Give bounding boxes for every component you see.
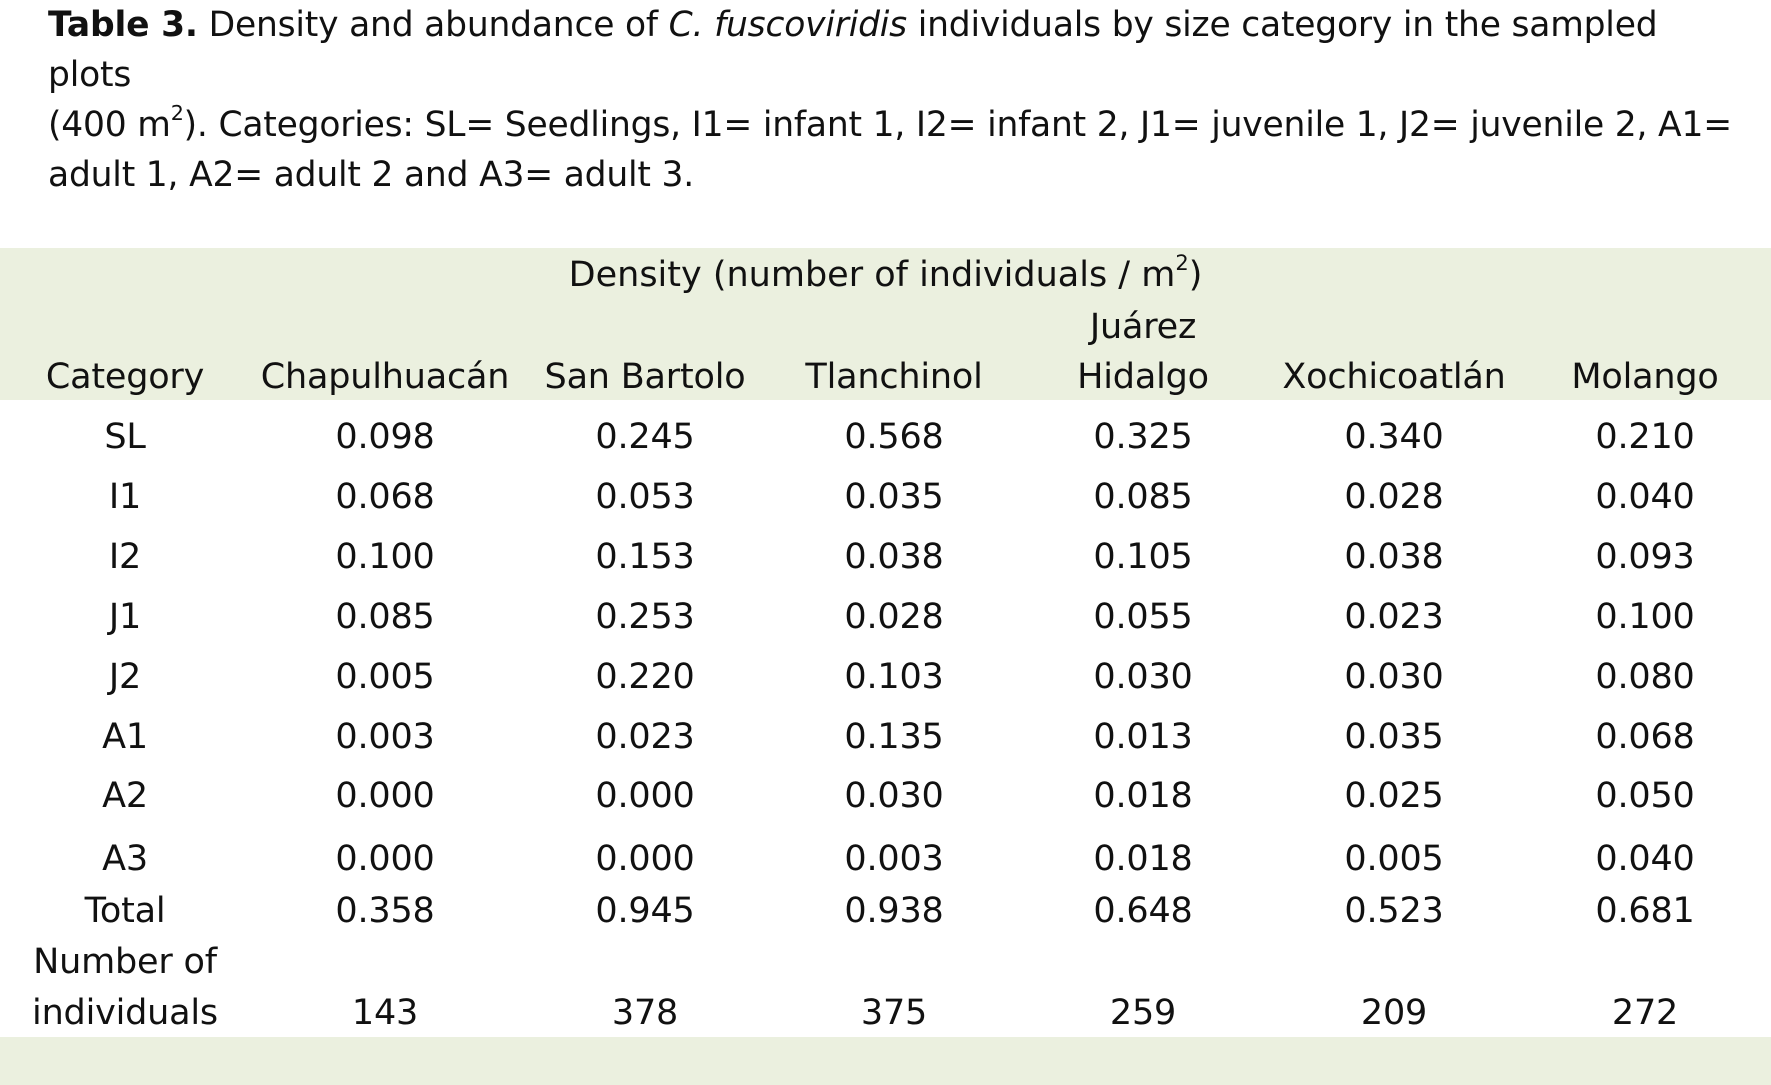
table-cell: 0.018 (1093, 776, 1193, 816)
table-cell: 0.210 (1595, 417, 1695, 457)
table-cell: 0.018 (1093, 839, 1193, 879)
table-cell: 0.085 (335, 597, 435, 637)
table-cell: 0.153 (595, 537, 695, 577)
row-category: I1 (108, 477, 142, 517)
table-cell: 0.030 (844, 776, 944, 816)
table-cell: 0.025 (1344, 776, 1444, 816)
table-cell: 0.325 (1093, 417, 1193, 457)
table-caption: Table 3. Density and abundance of C. fus… (48, 0, 1748, 200)
row-category: J2 (108, 657, 142, 697)
table-cell: 0.000 (595, 776, 695, 816)
table-cell: 0.030 (1344, 657, 1444, 697)
table-cell: 0.003 (335, 717, 435, 757)
table-cell: 272 (1611, 993, 1679, 1033)
table-cell: 0.220 (595, 657, 695, 697)
table-cell: 0.100 (1595, 597, 1695, 637)
table-cell: 0.085 (1093, 477, 1193, 517)
column-header: Tlanchinol (805, 357, 983, 397)
table-cell: 0.040 (1595, 477, 1695, 517)
table-cell: 0.023 (595, 717, 695, 757)
table-cell: 0.358 (335, 891, 435, 931)
column-header: San Bartolo (544, 357, 746, 397)
table-cell: 0.938 (844, 891, 944, 931)
caption-text: ). Categories: SL= Seedlings, I1= infant… (48, 105, 1732, 195)
table-footer-band (0, 1037, 1771, 1085)
table-cell: 259 (1109, 993, 1177, 1033)
row-category: I2 (108, 537, 142, 577)
table-cell: 0.523 (1344, 891, 1444, 931)
caption-text: Density and abundance of (197, 5, 669, 45)
table-cell: 0.340 (1344, 417, 1444, 457)
table-cell: 0.068 (335, 477, 435, 517)
table-cell: 0.105 (1093, 537, 1193, 577)
caption-text: (400 m (48, 105, 171, 145)
table-cell: 0.000 (335, 776, 435, 816)
table-cell: 0.053 (595, 477, 695, 517)
column-header: Category (45, 357, 205, 397)
column-header: Juárez (1089, 307, 1197, 347)
caption-superscript: 2 (170, 101, 184, 126)
table-cell: 0.028 (1344, 477, 1444, 517)
table-cell: 0.005 (1344, 839, 1444, 879)
table-cell: 0.253 (595, 597, 695, 637)
table-cell: 0.038 (844, 537, 944, 577)
table-cell: 0.035 (844, 477, 944, 517)
table-cell: 0.648 (1093, 891, 1193, 931)
table-cell: 0.080 (1595, 657, 1695, 697)
table-cell: 0.003 (844, 839, 944, 879)
table-cell: 0.068 (1595, 717, 1695, 757)
table-cell: 0.245 (595, 417, 695, 457)
table-cell: 0.023 (1344, 597, 1444, 637)
table-cell: 0.093 (1595, 537, 1695, 577)
row-category: A1 (102, 717, 148, 757)
table-cell: 0.013 (1093, 717, 1193, 757)
table-header-band (0, 248, 1771, 400)
row-category: individuals (32, 993, 218, 1033)
table-cell: 0.945 (595, 891, 695, 931)
row-category: Number of (33, 942, 217, 982)
table-cell: 143 (351, 993, 419, 1033)
table-cell: 0.038 (1344, 537, 1444, 577)
column-header: Xochicoatlán (1282, 357, 1506, 397)
table-cell: 0.000 (335, 839, 435, 879)
row-category: Total (84, 891, 166, 931)
caption-label: Table 3. (48, 5, 198, 45)
table-cell: 0.050 (1595, 776, 1695, 816)
table-cell: 0.030 (1093, 657, 1193, 697)
row-category: J1 (108, 597, 142, 637)
row-category: A2 (102, 776, 148, 816)
column-header: Molango (1571, 357, 1719, 397)
table-cell: 209 (1360, 993, 1428, 1033)
table-cell: 0.098 (335, 417, 435, 457)
table-cell: 0.135 (844, 717, 944, 757)
table-cell: 0.055 (1093, 597, 1193, 637)
column-header: Chapulhuacán (260, 357, 510, 397)
table-cell: 0.568 (844, 417, 944, 457)
table-cell: 0.035 (1344, 717, 1444, 757)
caption-text: individuals by size category in the samp… (48, 5, 1658, 95)
column-header: Hidalgo (1077, 357, 1209, 397)
table-cell: 0.681 (1595, 891, 1695, 931)
row-category: SL (104, 417, 146, 457)
density-title: Density (number of individuals / m2) (568, 251, 1203, 295)
table-cell: 375 (860, 993, 928, 1033)
table-cell: 0.040 (1595, 839, 1695, 879)
table-cell: 0.103 (844, 657, 944, 697)
table-cell: 0.000 (595, 839, 695, 879)
caption-species: C. fuscoviridis (668, 5, 908, 45)
table-cell: 0.005 (335, 657, 435, 697)
table-cell: 378 (611, 993, 679, 1033)
table-cell: 0.028 (844, 597, 944, 637)
row-category: A3 (102, 839, 148, 879)
table-cell: 0.100 (335, 537, 435, 577)
